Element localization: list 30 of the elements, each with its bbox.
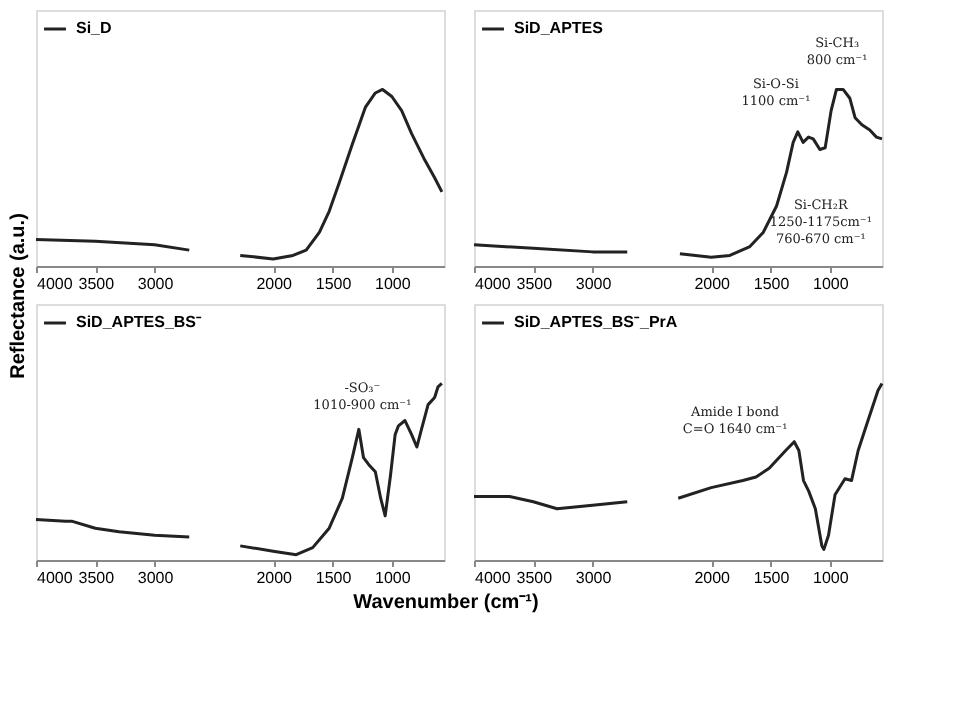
x-tick-label: 4000 (37, 569, 74, 587)
legend-label: SiD_APTES_BS⁻_PrA (514, 313, 678, 331)
x-tick-label: 3000 (575, 569, 613, 587)
x-tick-label: 1500 (315, 569, 353, 587)
legend-label: SiD_APTES_BS⁻ (76, 313, 203, 331)
x-tick-label: 4000 (475, 569, 512, 587)
x-tick-label: 3500 (516, 275, 554, 293)
x-tick-label: 2000 (694, 275, 732, 293)
x-tick-label: 4000 (475, 275, 512, 293)
x-axis-title: Wavenumber (cm⁻¹) (353, 592, 539, 614)
x-tick-label: 1000 (375, 275, 412, 293)
x-tick-label: 2000 (256, 569, 294, 587)
x-tick-label: 4000 (37, 275, 74, 293)
x-tick-label: 3500 (516, 569, 554, 587)
x-tick-label: 1500 (753, 275, 791, 293)
x-tick-label: 2000 (694, 569, 732, 587)
legend-label: Si_D (76, 19, 113, 37)
legend-label: SiD_APTES (514, 19, 605, 37)
x-tick-label: 3000 (137, 569, 175, 587)
x-tick-label: 2000 (256, 275, 294, 293)
x-tick-label: 3500 (78, 275, 116, 293)
x-tick-label: 3000 (137, 275, 175, 293)
x-tick-label: 1000 (813, 569, 850, 587)
x-tick-label: 3000 (575, 275, 613, 293)
x-tick-label: 1500 (315, 275, 353, 293)
x-tick-label: 1000 (813, 275, 850, 293)
y-axis-title: Reflectance (a.u.) (8, 213, 30, 379)
x-tick-label: 1000 (375, 569, 412, 587)
x-tick-label: 3500 (78, 569, 116, 587)
x-tick-label: 1500 (753, 569, 791, 587)
